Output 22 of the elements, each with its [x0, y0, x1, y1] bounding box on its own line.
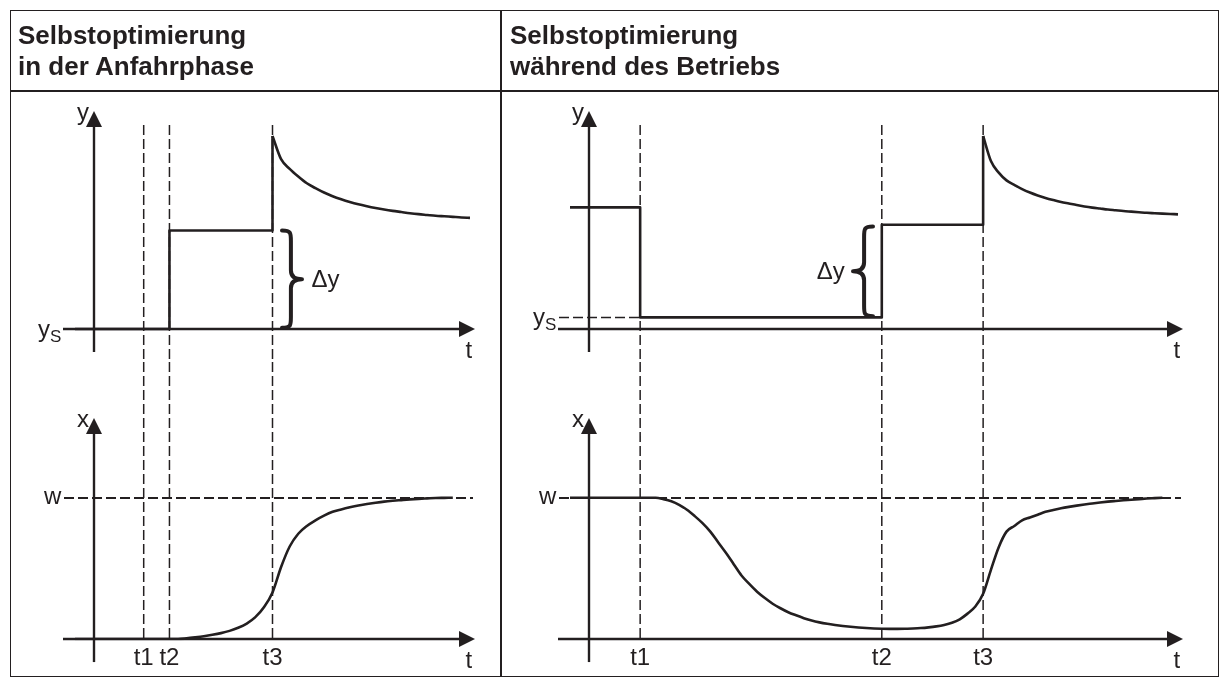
y-axis-title: x [572, 405, 584, 433]
ref-line-label: w [44, 481, 62, 510]
annotation: Δy [816, 257, 845, 285]
y-axis-title: y [77, 98, 89, 126]
chart-title: Selbstoptimierung in der Anfahrphase [18, 20, 254, 82]
text: y$_{S}$ [38, 314, 62, 346]
y-axis-title: y [572, 98, 584, 126]
x-tick-label: t1 [630, 643, 651, 671]
annotation: Δy [311, 264, 340, 293]
x-axis-title: t [465, 646, 473, 674]
x-axis-title: t [465, 335, 473, 364]
x-tick-label: t2 [871, 643, 892, 671]
x-tick-label: t1 [133, 643, 154, 671]
x-axis-title: t [1173, 335, 1181, 364]
chart-title: Selbstoptimierung während des Betriebs [510, 20, 781, 82]
x-tick-label: t2 [159, 643, 180, 671]
x-axis-title: t [1173, 646, 1181, 674]
x-tick-label: t3 [262, 643, 283, 671]
y-axis-title: x [77, 405, 89, 433]
x-tick-label: t3 [973, 643, 994, 671]
ref-line-label: w [539, 481, 557, 510]
text: y$_{S}$ [533, 303, 557, 335]
